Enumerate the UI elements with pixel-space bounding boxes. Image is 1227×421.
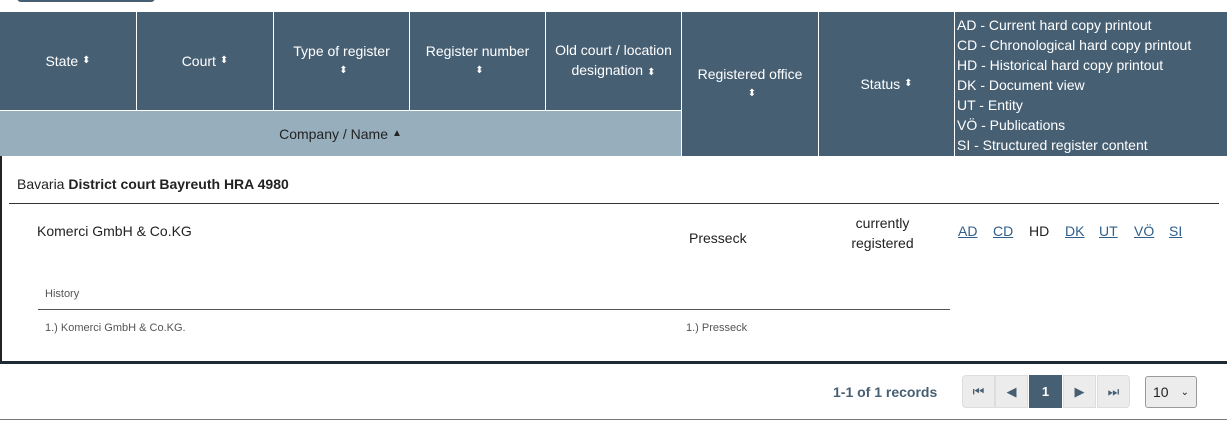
first-page-icon: ⏮ bbox=[972, 383, 985, 399]
sort-icon: ⬍ bbox=[219, 55, 229, 66]
col-state[interactable]: State ⬍ bbox=[0, 12, 137, 110]
sort-icon: ⬍ bbox=[647, 66, 656, 78]
col-label: Register number bbox=[425, 43, 530, 59]
prev-icon: ◀ bbox=[1006, 383, 1017, 399]
divider bbox=[9, 203, 1219, 204]
group-heading: Bavaria District court Bayreuth HRA 4980 bbox=[17, 176, 289, 192]
col-label-text: Old court / location designation bbox=[555, 41, 672, 78]
legend-item: CD - Chronological hard copy printout bbox=[957, 37, 1192, 53]
border bbox=[0, 156, 2, 362]
doc-link-vo[interactable]: VÖ bbox=[1134, 223, 1155, 239]
status: currently registered bbox=[851, 215, 914, 251]
legend-item: HD - Historical hard copy printout bbox=[957, 57, 1164, 73]
legend-item: DK - Document view bbox=[957, 77, 1085, 93]
registered-office: Presseck bbox=[689, 230, 747, 246]
last-page-button[interactable]: ⏭ bbox=[1097, 375, 1130, 408]
col-label: Type of register bbox=[293, 43, 390, 59]
col-label: Registered office bbox=[697, 66, 803, 82]
sort-asc-icon: ▲ bbox=[392, 128, 402, 139]
col-label: Old court / location designation ⬍ bbox=[552, 40, 675, 83]
doc-link-dk[interactable]: DK bbox=[1065, 223, 1085, 239]
first-page-button[interactable]: ⏮ bbox=[962, 375, 995, 408]
col-label: State bbox=[45, 53, 79, 69]
doc-link-ad[interactable]: AD bbox=[958, 223, 978, 239]
history-company: 1.) Komerci GmbH & Co.KG. bbox=[45, 322, 186, 334]
col-status[interactable]: Status ⬍ bbox=[819, 12, 955, 156]
legend-item: AD - Current hard copy printout bbox=[957, 17, 1152, 33]
chevron-down-icon: ⌄ bbox=[1180, 386, 1189, 398]
next-page-button[interactable]: ▶ bbox=[1063, 375, 1096, 408]
sort-icon: ⬍ bbox=[904, 78, 913, 89]
company-name: Komerci GmbH & Co.KG bbox=[37, 223, 192, 239]
prev-page-button[interactable]: ◀ bbox=[995, 375, 1028, 408]
group-court: District court Bayreuth HRA 4980 bbox=[68, 176, 289, 192]
col-label: Court bbox=[181, 53, 216, 69]
history-label: History bbox=[45, 288, 80, 300]
sort-icon: ⬍ bbox=[82, 55, 91, 66]
col-court[interactable]: Court ⬍ bbox=[137, 12, 274, 110]
doc-link-ut[interactable]: UT bbox=[1099, 223, 1118, 239]
records-summary: 1-1 of 1 records bbox=[833, 384, 938, 400]
col-label: Status bbox=[860, 76, 901, 92]
doc-link-si[interactable]: SI bbox=[1169, 223, 1183, 239]
history-office: 1.) Presseck bbox=[686, 322, 748, 334]
group-state: Bavaria bbox=[17, 176, 65, 192]
legend-item: SI - Structured register content bbox=[957, 137, 1148, 153]
top-button[interactable] bbox=[17, 0, 155, 2]
sort-icon: ⬍ bbox=[475, 65, 484, 76]
sort-icon: ⬍ bbox=[339, 65, 348, 76]
page-button-current[interactable]: 1 bbox=[1029, 375, 1062, 408]
col-old-court[interactable]: Old court / location designation ⬍ bbox=[546, 12, 682, 110]
legend-item: VÖ - Publications bbox=[957, 117, 1066, 133]
page-size-value: 10 bbox=[1153, 384, 1169, 400]
doc-legend: AD - Current hard copy printout CD - Chr… bbox=[955, 12, 1227, 156]
table-bottom-border bbox=[0, 361, 1227, 364]
col-number[interactable]: Register number ⬍ bbox=[410, 12, 546, 110]
col-type[interactable]: Type of register ⬍ bbox=[274, 12, 410, 110]
col-company[interactable]: Company / Name ▲ bbox=[0, 110, 681, 156]
doc-link-cd[interactable]: CD bbox=[993, 223, 1014, 239]
last-page-icon: ⏭ bbox=[1107, 383, 1120, 399]
doc-hd: HD bbox=[1029, 223, 1050, 239]
next-icon: ▶ bbox=[1074, 383, 1085, 399]
legend-item: UT - Entity bbox=[957, 97, 1023, 113]
footer-divider bbox=[0, 419, 1227, 420]
page-size-select[interactable]: 10 ⌄ bbox=[1145, 376, 1197, 408]
col-label: Company / Name bbox=[279, 125, 389, 142]
history-divider bbox=[38, 309, 950, 310]
sort-icon: ⬍ bbox=[747, 88, 757, 99]
col-office[interactable]: Registered office ⬍ bbox=[682, 12, 819, 156]
